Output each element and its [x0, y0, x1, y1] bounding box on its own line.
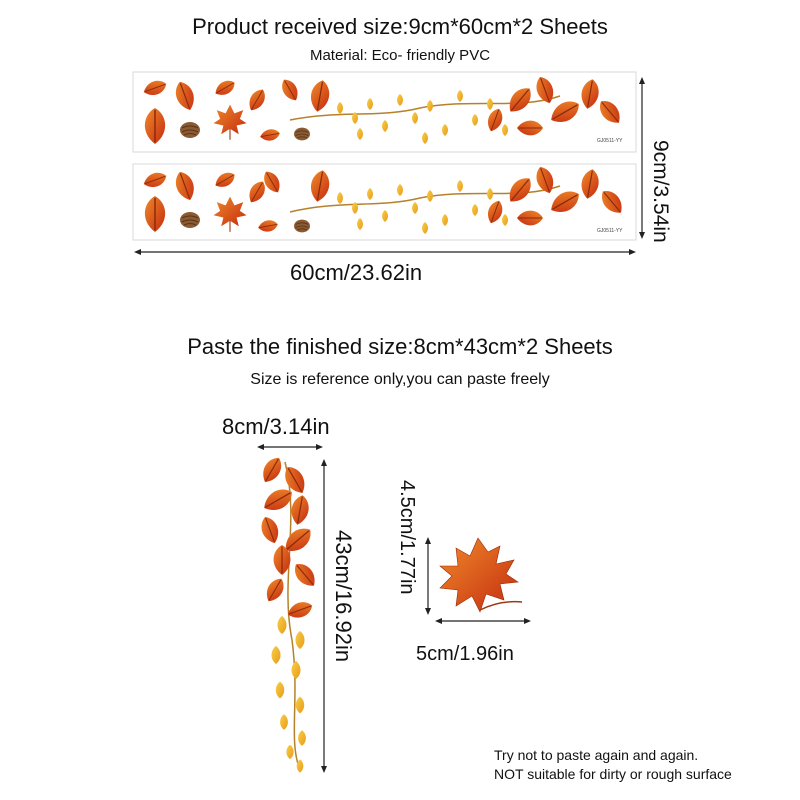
maple-leaf-sticker — [439, 537, 523, 613]
sheet2-code: GJ0511-YY — [597, 228, 623, 234]
sticker-sheet-1: GJ0511-YY — [132, 71, 637, 153]
leaf-width-arrow — [435, 618, 531, 624]
vine-sticker — [257, 453, 321, 773]
finished-size-title: Paste the finished size:8cm*43cm*2 Sheet… — [187, 334, 613, 359]
sheet-width-label: 60cm/23.62in — [290, 260, 423, 285]
sticker-sheet-2: GJ0511-YY — [132, 163, 637, 241]
vine-height-arrow — [321, 459, 327, 773]
product-size-title: Product received size:9cm*60cm*2 Sheets — [192, 14, 608, 39]
width-arrow — [134, 249, 636, 255]
material-text: Material: Eco- friendly PVC — [309, 47, 491, 64]
tip-line-1: Try not to paste again and again. — [494, 747, 699, 763]
sheet-height-label: 9cm/3.54in — [649, 140, 672, 243]
finished-size-note: Size is reference only,you can paste fre… — [250, 371, 550, 388]
leaf-width-label: 5cm/1.96in — [416, 643, 514, 665]
vine-width-label: 8cm/3.14in — [222, 414, 330, 439]
height-arrow — [639, 77, 645, 239]
sheet1-code: GJ0511-YY — [597, 138, 623, 144]
vine-height-label: 43cm/16.92in — [331, 530, 356, 663]
leaf-height-arrow — [425, 537, 431, 615]
tip-line-2: NOT suitable for dirty or rough surface — [494, 766, 732, 782]
leaf-height-label: 4.5cm/1.77in — [396, 480, 418, 595]
vine-width-arrow — [257, 444, 323, 450]
